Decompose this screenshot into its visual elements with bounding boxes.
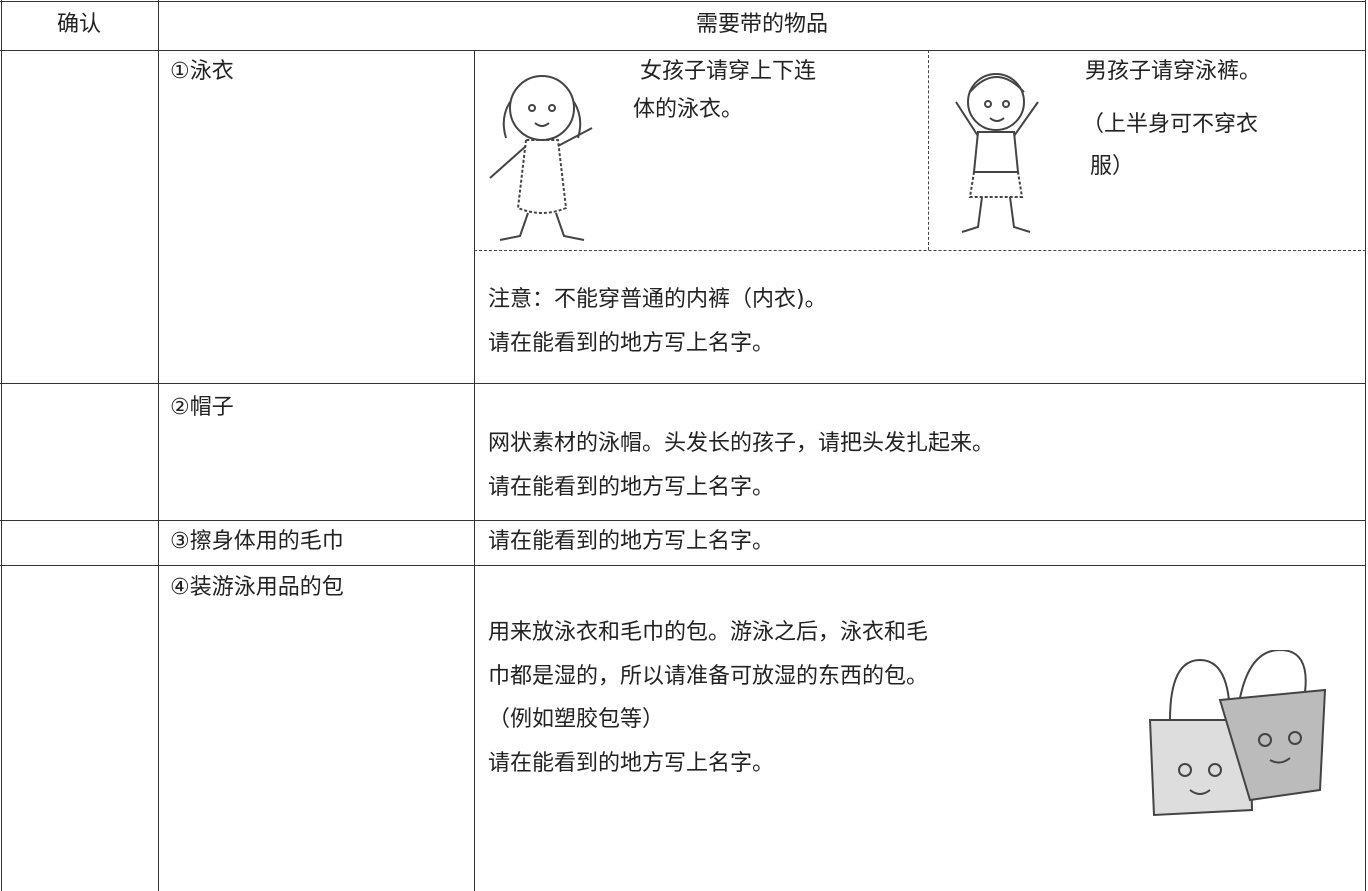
item-note: 巾都是湿的，所以请准备可放湿的东西的包。: [488, 663, 929, 689]
boy-note: 服）: [1090, 154, 1135, 179]
girl-note: 体的泳衣。: [633, 97, 744, 122]
boy-note: （上半身可不穿衣: [1082, 112, 1259, 137]
boy-illustration: [955, 73, 1039, 233]
header-cell: 需要带的物品: [695, 12, 829, 37]
item-note: 请在能看到的地方写上名字。: [488, 330, 775, 356]
item-name: ③擦身体用的毛巾: [170, 529, 344, 554]
table-border: [0, 1, 1366, 2]
item-note: 网状素材的泳帽。头发长的孩子，请把头发扎起来。: [488, 431, 995, 456]
table-border: [0, 520, 1366, 521]
table-border: [158, 0, 159, 891]
item-note: （例如塑胶包等）: [488, 707, 665, 732]
girl-illustration: [489, 75, 593, 241]
table-border: [0, 50, 1366, 51]
item-note: 用来放泳衣和毛巾的包。游泳之后，泳衣和毛: [488, 620, 929, 645]
item-name: ②帽子: [170, 395, 234, 420]
girl-note: 女孩子请穿上下连: [640, 59, 817, 84]
boy-note: 男孩子请穿泳裤。: [1085, 59, 1262, 84]
table-border: [0, 383, 1366, 384]
item-note: 请在能看到的地方写上名字。: [488, 750, 775, 776]
table-border: [0, 565, 1366, 566]
item-note: 请在能看到的地方写上名字。: [488, 529, 775, 554]
table-border: [474, 50, 475, 891]
header-cell: 确认: [56, 12, 102, 37]
item-name: ①泳衣: [170, 59, 234, 84]
dashed-divider: [474, 250, 1366, 251]
table-border: [1, 0, 2, 891]
item-note: 请在能看到的地方写上名字。: [488, 474, 775, 500]
dashed-divider: [928, 50, 929, 250]
item-name: ④装游泳用品的包: [170, 575, 344, 600]
item-note: 注意：不能穿普通的内裤（内衣)。: [488, 287, 827, 312]
table-border: [1365, 0, 1366, 891]
bag-illustration: [1148, 650, 1327, 817]
